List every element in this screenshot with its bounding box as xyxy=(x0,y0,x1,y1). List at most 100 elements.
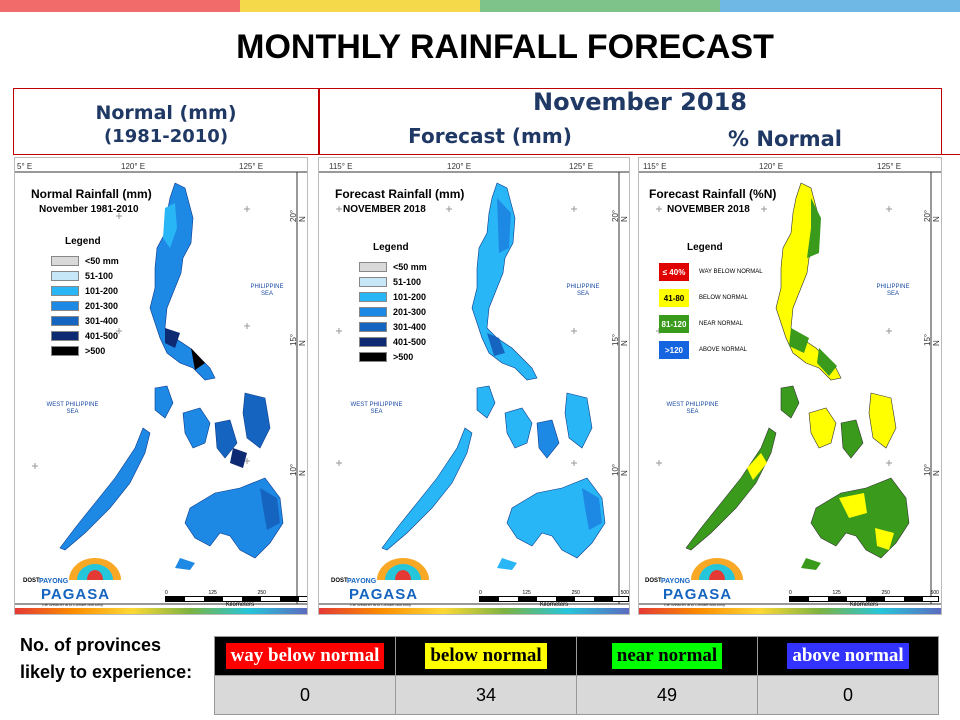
legend-label: <50 mm xyxy=(393,261,427,272)
normal-rainfall-map: 5° E 120° E 125° E 20° N 15° N 10° N Nor… xyxy=(14,157,308,615)
category-below-normal: below normal xyxy=(425,643,547,669)
legend-label: 301-400 xyxy=(85,315,119,326)
legend-label: ABOVE NORMAL xyxy=(699,347,748,353)
count-near-normal: 49 xyxy=(576,675,758,715)
scale-bar-graphic xyxy=(789,596,939,602)
legend-range: 41-80 xyxy=(659,289,689,307)
logo-pagasa: PAGASA xyxy=(349,586,419,603)
scale-tick: 0 xyxy=(479,590,482,596)
count-row: 0 34 49 0 xyxy=(214,675,939,715)
category-cell: below normal xyxy=(395,636,577,676)
color-bar-yellow xyxy=(240,0,480,12)
pagasa-logo: DOST PAYONG PAGASA The Weather and Clima… xyxy=(643,558,753,608)
scale-bar-graphic xyxy=(165,596,307,602)
map-graticule xyxy=(639,171,941,605)
logo-payong: PAYONG xyxy=(661,578,691,585)
legend-label: 51-100 xyxy=(85,270,114,281)
logo-dost: DOST xyxy=(645,578,662,584)
legend-swatch xyxy=(51,330,79,341)
legend-label: 401-500 xyxy=(85,330,119,341)
legend-item: 101-200 xyxy=(51,283,119,298)
category-row: way below normal below normal near norma… xyxy=(214,636,939,676)
scale-unit: Kilometers xyxy=(539,602,569,608)
legend-item: >120 ABOVE NORMAL xyxy=(659,337,763,363)
legend-item: <50 mm xyxy=(51,253,119,268)
legend-swatch xyxy=(51,255,79,266)
pagasa-logo: DOST PAYONG PAGASA The Weather and Clima… xyxy=(21,558,131,608)
map-title: Normal Rainfall (mm) xyxy=(31,187,152,201)
category-cell: above normal xyxy=(757,636,939,676)
logo-tagline: The Weather and Climate Authority xyxy=(41,602,104,607)
legend-swatch xyxy=(51,270,79,281)
legend-label: 101-200 xyxy=(393,291,427,302)
scale-tick: 250 xyxy=(571,590,580,596)
legend-item: 81-120 NEAR NORMAL xyxy=(659,311,763,337)
legend-range: 81-120 xyxy=(659,315,689,333)
provinces-label-text: No. of provinces likely to experience: xyxy=(20,635,193,682)
scale-bar: 0 125 250 500 Kilometers xyxy=(479,590,629,608)
scale-tick: 500 xyxy=(930,590,939,596)
legend-label: <50 mm xyxy=(85,255,119,266)
legend-item: 101-200 xyxy=(359,289,427,304)
map-title: Forecast Rainfall (%N) xyxy=(649,187,777,201)
scale-unit: Kilometers xyxy=(225,602,255,608)
forecast-header: Forecast (mm) xyxy=(408,124,572,148)
category-way-below-normal: way below normal xyxy=(225,643,385,669)
legend-item: 301-400 xyxy=(51,313,119,328)
logo-tagline: The Weather and Climate Authority xyxy=(663,602,726,607)
coord-top-3: 125° E xyxy=(877,162,902,171)
legend-swatch xyxy=(51,315,79,326)
top-color-bar xyxy=(0,0,960,12)
rainbow-strip xyxy=(15,608,307,614)
legend-swatch xyxy=(359,276,387,287)
legend-swatch xyxy=(359,306,387,317)
logo-payong: PAYONG xyxy=(39,578,69,585)
legend-item: 51-100 xyxy=(51,268,119,283)
philippines-map-forecast xyxy=(381,182,606,570)
rainfall-legend: Legend <50 mm 51-100 101-200 201-300 301… xyxy=(51,236,119,358)
logo-tagline: The Weather and Climate Authority xyxy=(349,602,412,607)
logo-pagasa: PAGASA xyxy=(41,586,111,603)
legend-item: <50 mm xyxy=(359,259,427,274)
legend-label: 101-200 xyxy=(85,285,119,296)
category-above-normal: above normal xyxy=(787,643,909,669)
legend-item: ≤ 40% WAY BELOW NORMAL xyxy=(659,259,763,285)
scale-tick: 250 xyxy=(881,590,890,596)
scale-bar-graphic xyxy=(479,596,629,602)
coord-top-1: 115° E xyxy=(643,162,667,171)
legend-label: 201-300 xyxy=(85,300,119,311)
umbrella-icon xyxy=(377,558,429,580)
legend-label: >500 xyxy=(85,345,106,356)
legend-item: 201-300 xyxy=(359,304,427,319)
logo-payong: PAYONG xyxy=(347,578,377,585)
percent-legend: Legend ≤ 40% WAY BELOW NORMAL 41-80 BELOW … xyxy=(659,242,763,363)
phil-sea-label: PHILIPPINE SEA xyxy=(566,284,600,297)
logo-dost: DOST xyxy=(23,578,40,584)
logo-pagasa: PAGASA xyxy=(663,586,733,603)
map-graticule xyxy=(15,171,307,605)
legend-item: 51-100 xyxy=(359,274,427,289)
legend-label: 401-500 xyxy=(393,336,427,347)
map-graticule xyxy=(319,171,629,605)
scale-tick: 125 xyxy=(522,590,531,596)
legend-item: 301-400 xyxy=(359,319,427,334)
legend-swatch xyxy=(359,321,387,332)
legend-item: 201-300 xyxy=(51,298,119,313)
legend-label: 201-300 xyxy=(393,306,427,317)
slide-title: MONTHLY RAINFALL FORECAST xyxy=(236,28,774,66)
legend-range: ≤ 40% xyxy=(659,263,689,281)
legend-label: NEAR NORMAL xyxy=(699,321,744,327)
header-divider-line xyxy=(13,154,960,155)
coord-top-1: 115° E xyxy=(329,162,353,171)
legend-label: 301-400 xyxy=(393,321,427,332)
legend-label: 51-100 xyxy=(393,276,422,287)
map-subtitle: NOVEMBER 2018 xyxy=(343,204,426,215)
rainbow-strip xyxy=(319,608,629,614)
count-below-normal: 34 xyxy=(395,675,577,715)
legend-label: >500 xyxy=(393,351,414,362)
category-cell: near normal xyxy=(576,636,758,676)
philippines-map-percent xyxy=(685,182,910,570)
legend-label: WAY BELOW NORMAL xyxy=(699,269,763,275)
legend-item: 401-500 xyxy=(51,328,119,343)
pagasa-logo: DOST PAYONG PAGASA The Weather and Clima… xyxy=(329,558,439,608)
